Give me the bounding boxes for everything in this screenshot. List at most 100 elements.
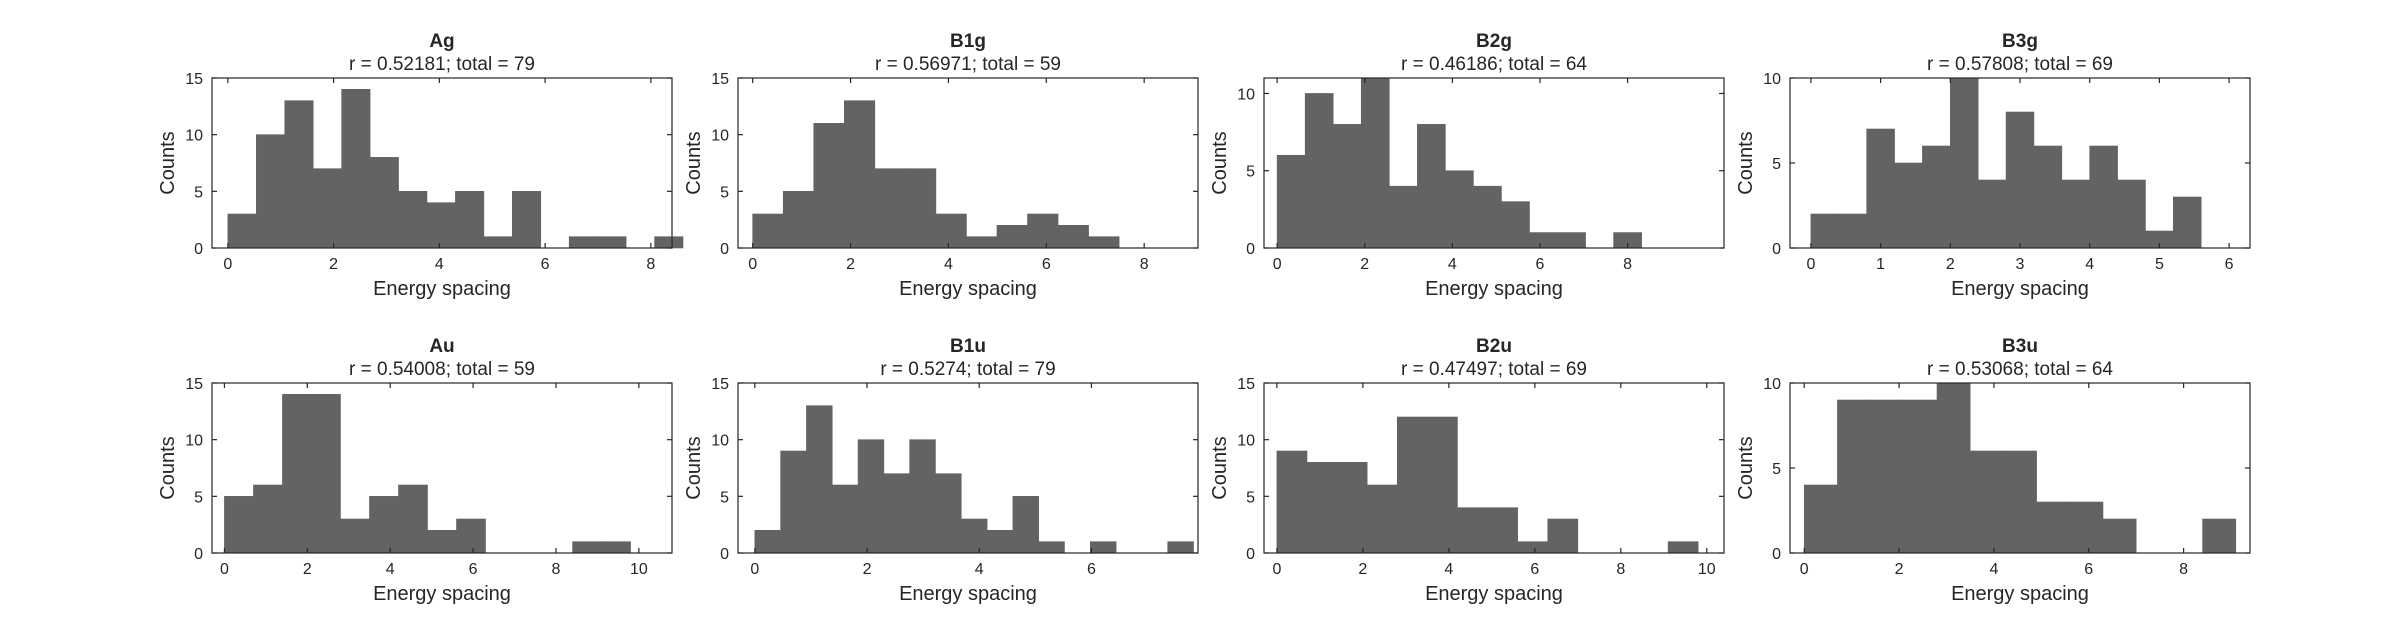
y-tick-label: 5 <box>1772 156 1781 173</box>
panel-title: B2u <box>1476 336 1512 357</box>
histogram-bar <box>426 202 456 249</box>
axes-box <box>737 77 1199 249</box>
x-tick-label: 5 <box>2155 256 2164 273</box>
histogram-bar <box>754 530 781 554</box>
y-tick-label: 15 <box>185 376 203 393</box>
y-axis-label: Counts <box>1209 436 1231 499</box>
x-tick-label: 2 <box>1360 256 1369 273</box>
y-tick-label: 0 <box>194 241 203 258</box>
x-tick-label: 6 <box>2225 256 2234 273</box>
histogram-bar <box>935 473 962 554</box>
y-tick-label: 0 <box>1772 241 1781 258</box>
y-tick-label: 10 <box>711 433 729 450</box>
histogram-bar <box>341 89 371 249</box>
x-tick-label: 10 <box>630 561 648 578</box>
histogram-bar <box>782 191 815 249</box>
y-tick-label: 15 <box>1237 376 1255 393</box>
x-tick-label: 2 <box>1895 561 1904 578</box>
histogram-bar <box>752 213 784 249</box>
x-tick-label: 1 <box>1876 256 1885 273</box>
histogram-bar <box>1276 154 1306 249</box>
x-tick-label: 2 <box>1358 561 1367 578</box>
histogram-bar <box>597 236 627 249</box>
histogram-bar <box>1088 236 1120 249</box>
y-tick-label: 5 <box>720 184 729 201</box>
y-axis-label: Counts <box>1735 131 1757 194</box>
histogram-bar <box>1557 232 1586 249</box>
panel-subtitle: r = 0.47497; total = 69 <box>1401 359 1587 380</box>
y-tick-label: 10 <box>185 128 203 145</box>
panel-subtitle: r = 0.52181; total = 79 <box>349 54 535 75</box>
y-tick-label: 15 <box>711 71 729 88</box>
y-tick-label: 0 <box>1246 241 1255 258</box>
panel-subtitle: r = 0.56971; total = 59 <box>875 54 1061 75</box>
x-tick-label: 2 <box>1946 256 1955 273</box>
histogram-bar <box>1457 507 1488 554</box>
x-tick-label: 4 <box>1448 256 1457 273</box>
y-axis-label: Counts <box>157 436 179 499</box>
panel-subtitle: r = 0.57808; total = 69 <box>1927 54 2113 75</box>
x-axis-label: Energy spacing <box>373 583 511 605</box>
axes-box <box>1263 77 1725 249</box>
histogram-bar <box>935 213 967 249</box>
histogram-bar <box>883 473 910 554</box>
x-axis-label: Energy spacing <box>899 583 1037 605</box>
histogram-bar <box>369 157 399 249</box>
histogram-bar <box>282 394 312 554</box>
histogram-bar <box>1167 541 1194 554</box>
histogram-bar <box>1336 462 1368 554</box>
histogram-bar <box>312 168 342 249</box>
x-tick-label: 8 <box>2179 561 2188 578</box>
x-tick-label: 0 <box>1273 256 1282 273</box>
histogram-bar <box>2089 145 2118 249</box>
histogram-bar <box>1837 399 1871 554</box>
x-tick-label: 8 <box>1623 256 1632 273</box>
x-tick-label: 6 <box>1042 256 1051 273</box>
histogram-bar <box>2102 518 2137 554</box>
histogram-bar <box>227 213 257 249</box>
histogram-bar <box>369 496 399 554</box>
histogram-bar <box>813 123 845 249</box>
x-tick-label: 6 <box>469 561 478 578</box>
y-tick-label: 5 <box>194 184 203 201</box>
histogram-bar <box>1366 484 1398 554</box>
histogram-bar <box>1012 496 1039 554</box>
panel-title: B3g <box>2002 31 2038 52</box>
histogram-bar <box>2005 111 2035 249</box>
histogram-bar <box>1396 416 1428 554</box>
histogram-bar <box>398 191 428 249</box>
y-tick-label: 10 <box>1763 71 1781 88</box>
panel-title: B1g <box>950 31 986 52</box>
histogram-bar <box>1473 185 1502 249</box>
x-tick-label: 0 <box>750 561 759 578</box>
histogram-bar <box>2003 450 2037 554</box>
x-tick-label: 3 <box>2016 256 2025 273</box>
x-tick-label: 8 <box>1140 256 1149 273</box>
histogram-bar <box>1547 518 1579 554</box>
x-tick-label: 8 <box>646 256 655 273</box>
x-tick-label: 0 <box>1806 256 1815 273</box>
panel-subtitle: r = 0.46186; total = 64 <box>1401 54 1587 75</box>
histogram-bar <box>568 236 598 249</box>
histogram-bar <box>601 541 631 554</box>
histogram-bar <box>224 496 254 554</box>
histogram-bar <box>966 236 998 249</box>
x-tick-label: 6 <box>1087 561 1096 578</box>
histogram-bar <box>427 530 457 554</box>
histogram-bar <box>1487 507 1518 554</box>
x-tick-label: 2 <box>329 256 338 273</box>
histogram-bar <box>1306 462 1338 554</box>
panel-title: Ag <box>429 31 454 52</box>
y-tick-label: 10 <box>1237 86 1255 103</box>
y-tick-label: 5 <box>1246 489 1255 506</box>
axes-box <box>1263 382 1725 554</box>
histogram-bar <box>1089 541 1117 554</box>
y-axis-label: Counts <box>683 436 705 499</box>
histogram-bar <box>455 191 485 249</box>
y-tick-label: 15 <box>185 71 203 88</box>
histogram-bar <box>1360 77 1390 249</box>
